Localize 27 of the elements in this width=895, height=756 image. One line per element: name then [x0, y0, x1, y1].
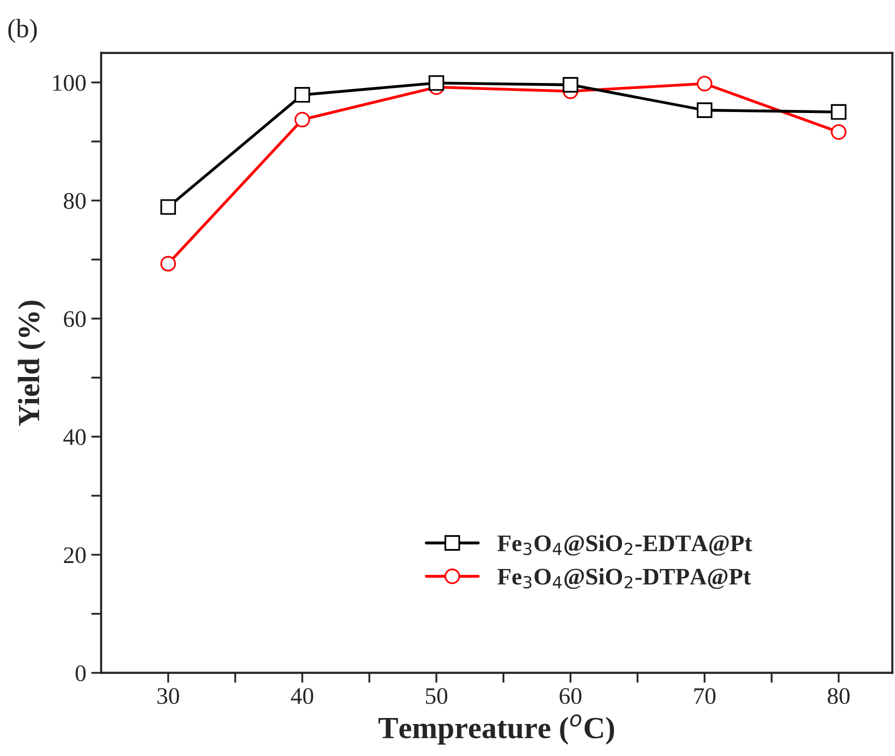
- y-tick-label: 20: [64, 547, 86, 564]
- point: [696, 76, 712, 92]
- point: [696, 102, 712, 118]
- x-tick-label: 70: [694, 688, 716, 704]
- point: [160, 199, 176, 215]
- point: [428, 75, 444, 91]
- x-tick-label: 40: [290, 688, 314, 704]
- y-tick-label: 40: [63, 429, 86, 446]
- x-tick-label: 80: [828, 688, 850, 704]
- point: [160, 256, 176, 272]
- x-tick-label: 50: [426, 688, 448, 704]
- chart-title: (b): [8, 18, 37, 43]
- point: [830, 124, 846, 140]
- y-tick-label: 100: [53, 74, 86, 91]
- point: [562, 77, 578, 93]
- y-tick-label: 80: [64, 193, 86, 209]
- legend-label: Fe$_{3}$O$_{4}$@SiO$_{2}$-EDTA@Pt: [498, 534, 752, 556]
- y-tick-label: 60: [64, 311, 86, 328]
- x-tick-label: 60: [560, 688, 582, 704]
- y-tick-label: 0: [76, 665, 86, 682]
- legend-label: Fe$_{3}$O$_{4}$@SiO$_{2}$-DTPA@Pt: [498, 568, 751, 589]
- point: [294, 112, 310, 128]
- x-axis-title: Tempreature ($^{o}$C): [378, 714, 614, 745]
- y-axis-title: Yield (%): [18, 300, 46, 426]
- point: [830, 104, 846, 120]
- x-tick-label: 30: [158, 688, 180, 704]
- point: [294, 87, 310, 103]
